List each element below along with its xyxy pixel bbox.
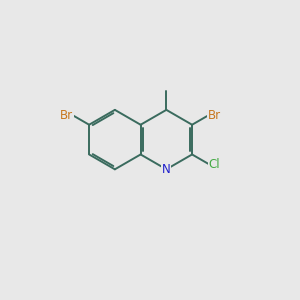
Text: Br: Br	[208, 109, 221, 122]
Text: N: N	[162, 163, 171, 176]
Text: Br: Br	[60, 109, 73, 122]
Text: Cl: Cl	[209, 158, 220, 171]
